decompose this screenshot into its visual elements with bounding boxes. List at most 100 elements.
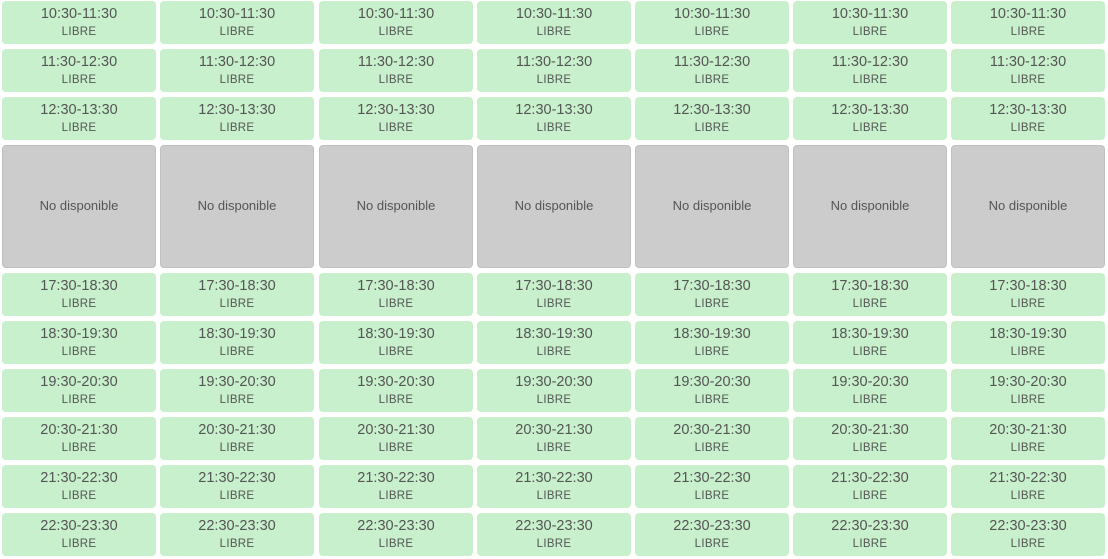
day-column: 10:30-11:30 LIBRE 11:30-12:30 LIBRE 12:30-13… [319, 0, 473, 559]
time-slot-libre[interactable]: 11:30-12:30 LIBRE [635, 49, 789, 92]
time-slot-libre[interactable]: 18:30-19:30 LIBRE [477, 321, 631, 364]
slot-time: 21:30-22:30 [831, 470, 909, 486]
slot-time: 22:30-23:30 [515, 518, 593, 534]
time-slot-libre[interactable]: 20:30-21:30 LIBRE [951, 417, 1105, 460]
time-slot-libre[interactable]: 17:30-18:30 LIBRE [635, 273, 789, 316]
time-slot-libre[interactable]: 22:30-23:30 LIBRE [160, 513, 314, 556]
time-slot-libre[interactable]: 11:30-12:30 LIBRE [160, 49, 314, 92]
time-slot-libre[interactable]: 21:30-22:30 LIBRE [160, 465, 314, 508]
time-slot-libre[interactable]: 22:30-23:30 LIBRE [635, 513, 789, 556]
time-slot-libre[interactable]: 18:30-19:30 LIBRE [2, 321, 156, 364]
time-slot-libre[interactable]: 19:30-20:30 LIBRE [477, 369, 631, 412]
unavailable-label: No disponible [830, 198, 910, 213]
slot-status: LIBRE [61, 298, 97, 310]
time-slot-libre[interactable]: 19:30-20:30 LIBRE [319, 369, 473, 412]
slot-status: LIBRE [61, 74, 97, 86]
slot-status: LIBRE [219, 490, 255, 502]
slot-status: LIBRE [61, 394, 97, 406]
time-slot-libre[interactable]: 22:30-23:30 LIBRE [2, 513, 156, 556]
time-slot-libre[interactable]: 18:30-19:30 LIBRE [160, 321, 314, 364]
time-slot-libre[interactable]: 21:30-22:30 LIBRE [2, 465, 156, 508]
time-slot-libre[interactable]: 21:30-22:30 LIBRE [477, 465, 631, 508]
time-slot-libre[interactable]: 22:30-23:30 LIBRE [319, 513, 473, 556]
time-slot-libre[interactable]: 20:30-21:30 LIBRE [477, 417, 631, 460]
time-slot-libre[interactable]: 19:30-20:30 LIBRE [160, 369, 314, 412]
slot-status: LIBRE [219, 26, 255, 38]
slot-time: 22:30-23:30 [40, 518, 118, 534]
time-slot-libre[interactable]: 19:30-20:30 LIBRE [2, 369, 156, 412]
time-slot-libre[interactable]: 19:30-20:30 LIBRE [951, 369, 1105, 412]
time-slot-libre[interactable]: 21:30-22:30 LIBRE [319, 465, 473, 508]
time-slot-libre[interactable]: 10:30-11:30 LIBRE [2, 1, 156, 44]
time-slot-libre[interactable]: 21:30-22:30 LIBRE [635, 465, 789, 508]
time-slot-libre[interactable]: 10:30-11:30 LIBRE [319, 1, 473, 44]
time-slot-libre[interactable]: 12:30-13:30 LIBRE [319, 97, 473, 140]
time-slot-libre[interactable]: 21:30-22:30 LIBRE [951, 465, 1105, 508]
time-slot-libre[interactable]: 18:30-19:30 LIBRE [793, 321, 947, 364]
slot-status: LIBRE [378, 538, 414, 550]
time-slot-libre[interactable]: 17:30-18:30 LIBRE [2, 273, 156, 316]
time-slot-libre[interactable]: 17:30-18:30 LIBRE [160, 273, 314, 316]
slot-status: LIBRE [852, 442, 888, 454]
time-slot-libre[interactable]: 22:30-23:30 LIBRE [793, 513, 947, 556]
time-slot-libre[interactable]: 11:30-12:30 LIBRE [319, 49, 473, 92]
time-slot-libre[interactable]: 20:30-21:30 LIBRE [635, 417, 789, 460]
slot-status: LIBRE [694, 490, 730, 502]
unavailable-label: No disponible [988, 198, 1068, 213]
time-slot-libre[interactable]: 22:30-23:30 LIBRE [477, 513, 631, 556]
time-slot-libre[interactable]: 11:30-12:30 LIBRE [951, 49, 1105, 92]
time-slot-libre[interactable]: 20:30-21:30 LIBRE [2, 417, 156, 460]
slot-status: LIBRE [61, 122, 97, 134]
slot-status: LIBRE [378, 74, 414, 86]
slot-time: 20:30-21:30 [673, 422, 751, 438]
time-slot-libre[interactable]: 11:30-12:30 LIBRE [477, 49, 631, 92]
time-slot-libre[interactable]: 12:30-13:30 LIBRE [160, 97, 314, 140]
slot-status: LIBRE [536, 538, 572, 550]
time-slot-libre[interactable]: 12:30-13:30 LIBRE [951, 97, 1105, 140]
slot-status: LIBRE [536, 26, 572, 38]
time-slot-libre[interactable]: 20:30-21:30 LIBRE [160, 417, 314, 460]
slot-time: 11:30-12:30 [357, 54, 435, 70]
time-slot-libre[interactable]: 18:30-19:30 LIBRE [635, 321, 789, 364]
time-slot-libre[interactable]: 19:30-20:30 LIBRE [793, 369, 947, 412]
slot-status: LIBRE [694, 122, 730, 134]
time-slot-libre[interactable]: 17:30-18:30 LIBRE [319, 273, 473, 316]
time-slot-libre[interactable]: 12:30-13:30 LIBRE [635, 97, 789, 140]
day-column: 10:30-11:30 LIBRE 11:30-12:30 LIBRE 12:30-13… [477, 0, 631, 559]
time-slot-libre[interactable]: 11:30-12:30 LIBRE [2, 49, 156, 92]
slot-status: LIBRE [378, 394, 414, 406]
time-slot-libre[interactable]: 18:30-19:30 LIBRE [951, 321, 1105, 364]
slot-time: 20:30-21:30 [831, 422, 909, 438]
slot-time: 10:30-11:30 [40, 6, 118, 22]
time-slot-libre[interactable]: 10:30-11:30 LIBRE [951, 1, 1105, 44]
slot-time: 10:30-11:30 [831, 6, 909, 22]
slot-status: LIBRE [852, 26, 888, 38]
slot-time: 22:30-23:30 [989, 518, 1067, 534]
time-slot-libre[interactable]: 17:30-18:30 LIBRE [477, 273, 631, 316]
slot-time: 18:30-19:30 [989, 326, 1067, 342]
time-slot-libre[interactable]: 17:30-18:30 LIBRE [951, 273, 1105, 316]
time-slot-libre[interactable]: 10:30-11:30 LIBRE [635, 1, 789, 44]
slot-status: LIBRE [219, 74, 255, 86]
time-slot-libre[interactable]: 10:30-11:30 LIBRE [477, 1, 631, 44]
time-slot-libre[interactable]: 22:30-23:30 LIBRE [951, 513, 1105, 556]
slot-status: LIBRE [61, 490, 97, 502]
time-slot-libre[interactable]: 19:30-20:30 LIBRE [635, 369, 789, 412]
time-slot-libre[interactable]: 17:30-18:30 LIBRE [793, 273, 947, 316]
time-slot-libre[interactable]: 12:30-13:30 LIBRE [2, 97, 156, 140]
time-slot-libre[interactable]: 11:30-12:30 LIBRE [793, 49, 947, 92]
time-slot-libre[interactable]: 18:30-19:30 LIBRE [319, 321, 473, 364]
time-slot-libre[interactable]: 10:30-11:30 LIBRE [160, 1, 314, 44]
slot-status: LIBRE [378, 346, 414, 358]
time-slot-libre[interactable]: 20:30-21:30 LIBRE [793, 417, 947, 460]
time-slot-libre[interactable]: 12:30-13:30 LIBRE [477, 97, 631, 140]
time-slot-libre[interactable]: 21:30-22:30 LIBRE [793, 465, 947, 508]
slot-status: LIBRE [219, 346, 255, 358]
slot-status: LIBRE [536, 394, 572, 406]
slot-time: 10:30-11:30 [515, 6, 593, 22]
time-slot-libre[interactable]: 10:30-11:30 LIBRE [793, 1, 947, 44]
slot-status: LIBRE [536, 442, 572, 454]
time-slot-libre[interactable]: 12:30-13:30 LIBRE [793, 97, 947, 140]
time-slot-libre[interactable]: 20:30-21:30 LIBRE [319, 417, 473, 460]
slot-time: 20:30-21:30 [40, 422, 118, 438]
